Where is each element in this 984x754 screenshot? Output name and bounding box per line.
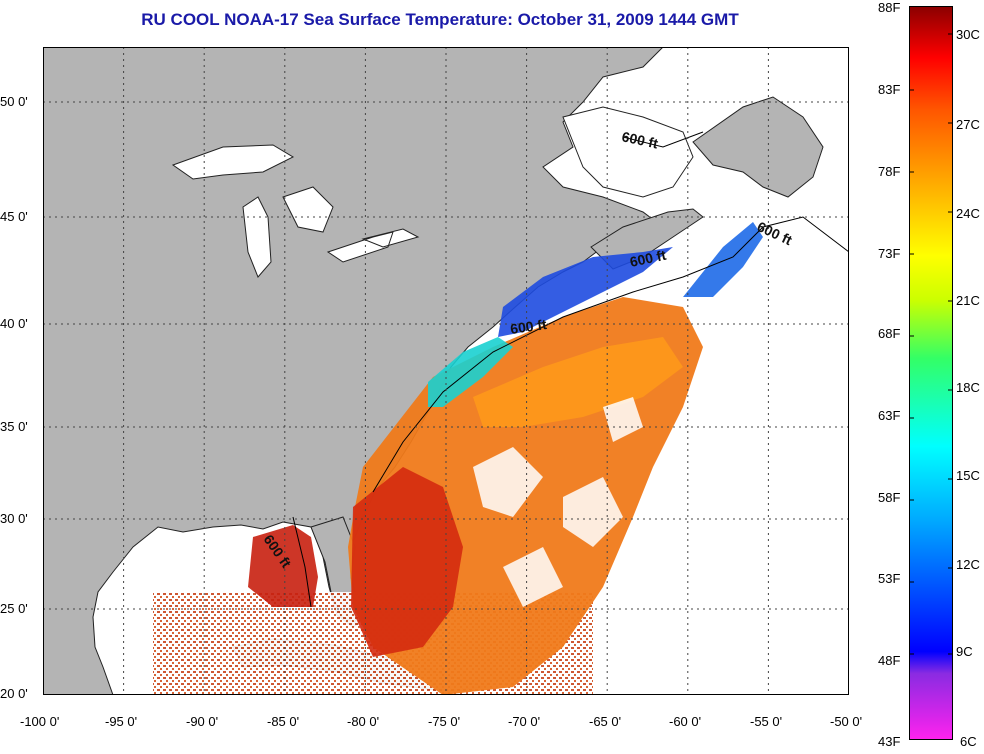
lat-tick-label: 50 0' xyxy=(0,94,28,109)
lat-tick-label: 40 0' xyxy=(0,316,28,331)
lon-tick-label: -90 0' xyxy=(186,714,219,729)
lon-tick-label: -70 0' xyxy=(508,714,541,729)
land-newfoundland xyxy=(692,96,824,198)
lat-tick-label: 45 0' xyxy=(0,209,28,224)
lon-tick-label: -50 0' xyxy=(830,714,863,729)
contour-label: 600 ft xyxy=(628,247,667,270)
lon-tick-label: -80 0' xyxy=(347,714,380,729)
colorbar-f-label: 88F xyxy=(878,0,901,15)
lon-tick-label: -75 0' xyxy=(428,714,461,729)
colorbar-f-label: 78F xyxy=(878,164,901,179)
lon-tick-label: -100 0' xyxy=(20,714,60,729)
sst-gulf-stream xyxy=(473,337,683,427)
lat-tick-label: 20 0' xyxy=(0,686,28,701)
lon-tick-label: -95 0' xyxy=(105,714,138,729)
colorbar-c-label: 9C xyxy=(956,644,973,659)
sst-labrador-cool xyxy=(683,222,763,297)
colorbar-gradient xyxy=(909,6,953,740)
colorbar-c-label: 12C xyxy=(956,557,980,572)
graticule xyxy=(43,47,849,695)
sst-map[interactable]: 600 ft 600 ft 600 ft 600 ft 600 ft xyxy=(43,47,849,695)
colorbar-c-label: 30C xyxy=(956,27,980,42)
lon-tick-label: -65 0' xyxy=(589,714,622,729)
sst-shelf-cyan xyxy=(428,337,513,407)
colorbar-c-label: 27C xyxy=(956,117,980,132)
lat-tick-label: 30 0' xyxy=(0,511,28,526)
great-lakes xyxy=(171,144,420,278)
lon-tick-label: -55 0' xyxy=(750,714,783,729)
sst-shelf-cool xyxy=(498,247,673,337)
lat-tick-label: 35 0' xyxy=(0,419,28,434)
colorbar-ticks xyxy=(909,33,953,655)
colorbar xyxy=(909,6,953,740)
colorbar-f-label: 73F xyxy=(878,246,901,261)
colorbar-f-label: 43F xyxy=(878,734,901,749)
colorbar-f-label: 68F xyxy=(878,326,901,341)
map-canvas: 600 ft 600 ft 600 ft 600 ft 600 ft xyxy=(43,47,849,695)
lon-tick-label: -85 0' xyxy=(267,714,300,729)
contour-label: 600 ft xyxy=(509,316,548,337)
cloud-gaps xyxy=(473,397,643,607)
colorbar-c-label: 18C xyxy=(956,380,980,395)
lat-tick-label: 25 0' xyxy=(0,601,28,616)
colorbar-c-label: 15C xyxy=(956,468,980,483)
colorbar-c-label: 24C xyxy=(956,206,980,221)
map-title: RU COOL NOAA-17 Sea Surface Temperature:… xyxy=(141,10,739,29)
sst-gulf-warm xyxy=(248,525,318,607)
colorbar-c-label: 6C xyxy=(960,734,977,749)
colorbar-c-label: 21C xyxy=(956,293,980,308)
map-border xyxy=(43,47,849,695)
gulf-st-lawrence xyxy=(562,106,694,198)
lon-tick-label: -60 0' xyxy=(669,714,702,729)
contour-600ft xyxy=(292,131,849,608)
colorbar-f-label: 58F xyxy=(878,490,901,505)
contour-label: 600 ft xyxy=(620,128,659,151)
colorbar-f-label: 63F xyxy=(878,408,901,423)
colorbar-f-label: 53F xyxy=(878,571,901,586)
colorbar-f-label: 48F xyxy=(878,653,901,668)
colorbar-f-label: 83F xyxy=(878,82,901,97)
